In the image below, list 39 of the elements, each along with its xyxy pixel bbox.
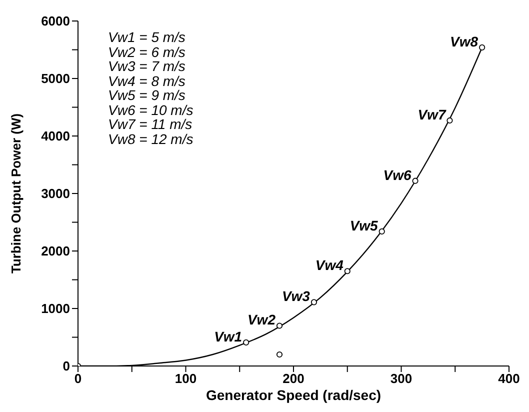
x-tick-label: 200 — [282, 371, 304, 386]
annotation: Vw7 — [418, 106, 447, 122]
annotation: Vw1 = 5 m/s — [108, 29, 186, 45]
point — [344, 268, 350, 274]
y-tick-label: 3000 — [41, 186, 70, 202]
annotation: Vw6 = 10 m/s — [108, 102, 194, 118]
point — [276, 322, 283, 329]
annotation: Vw5 = 9 m/s — [108, 87, 186, 103]
y-tick-label: 1000 — [41, 301, 70, 316]
y-tick-label: 0 — [62, 358, 70, 374]
point — [243, 339, 250, 346]
point — [310, 299, 318, 306]
point — [276, 351, 283, 358]
y-axis-title: Turbine Output Power (W) — [8, 113, 24, 274]
x-axis-title: Generator Speed (rad/sec) — [206, 387, 382, 403]
annotation: Vw4 — [315, 257, 344, 274]
annotation: Vw3 = 7 m/s — [108, 58, 186, 74]
y-tick-label: 6000 — [41, 14, 70, 29]
point — [446, 117, 453, 124]
y-tick-label: 2000 — [41, 244, 70, 259]
x-tick-label: 100 — [174, 371, 197, 386]
x-tick-label: 300 — [390, 371, 412, 386]
annotation: Vw1 — [214, 328, 242, 344]
annotation: Vw8 = 12 m/s — [108, 130, 194, 146]
point — [412, 178, 418, 184]
annotation: Vw2 = 6 m/s — [108, 44, 186, 60]
annotation: Vw6 — [383, 166, 412, 183]
x-tick-label: 0 — [74, 371, 82, 386]
annotation: Vw2 — [247, 312, 276, 328]
y-tick-label: 4000 — [41, 128, 70, 144]
annotation: Vw7 = 11 m/s — [108, 116, 194, 132]
y-tick-label: 5000 — [41, 71, 70, 86]
annotation: Vw8 — [450, 33, 478, 50]
annotation: Vw4 = 8 m/s — [108, 72, 186, 88]
annotation: Vw3 — [282, 288, 310, 304]
point — [479, 44, 486, 50]
annotation: Vw5 — [350, 217, 378, 234]
point — [378, 228, 385, 234]
x-tick-label: 400 — [498, 371, 520, 386]
